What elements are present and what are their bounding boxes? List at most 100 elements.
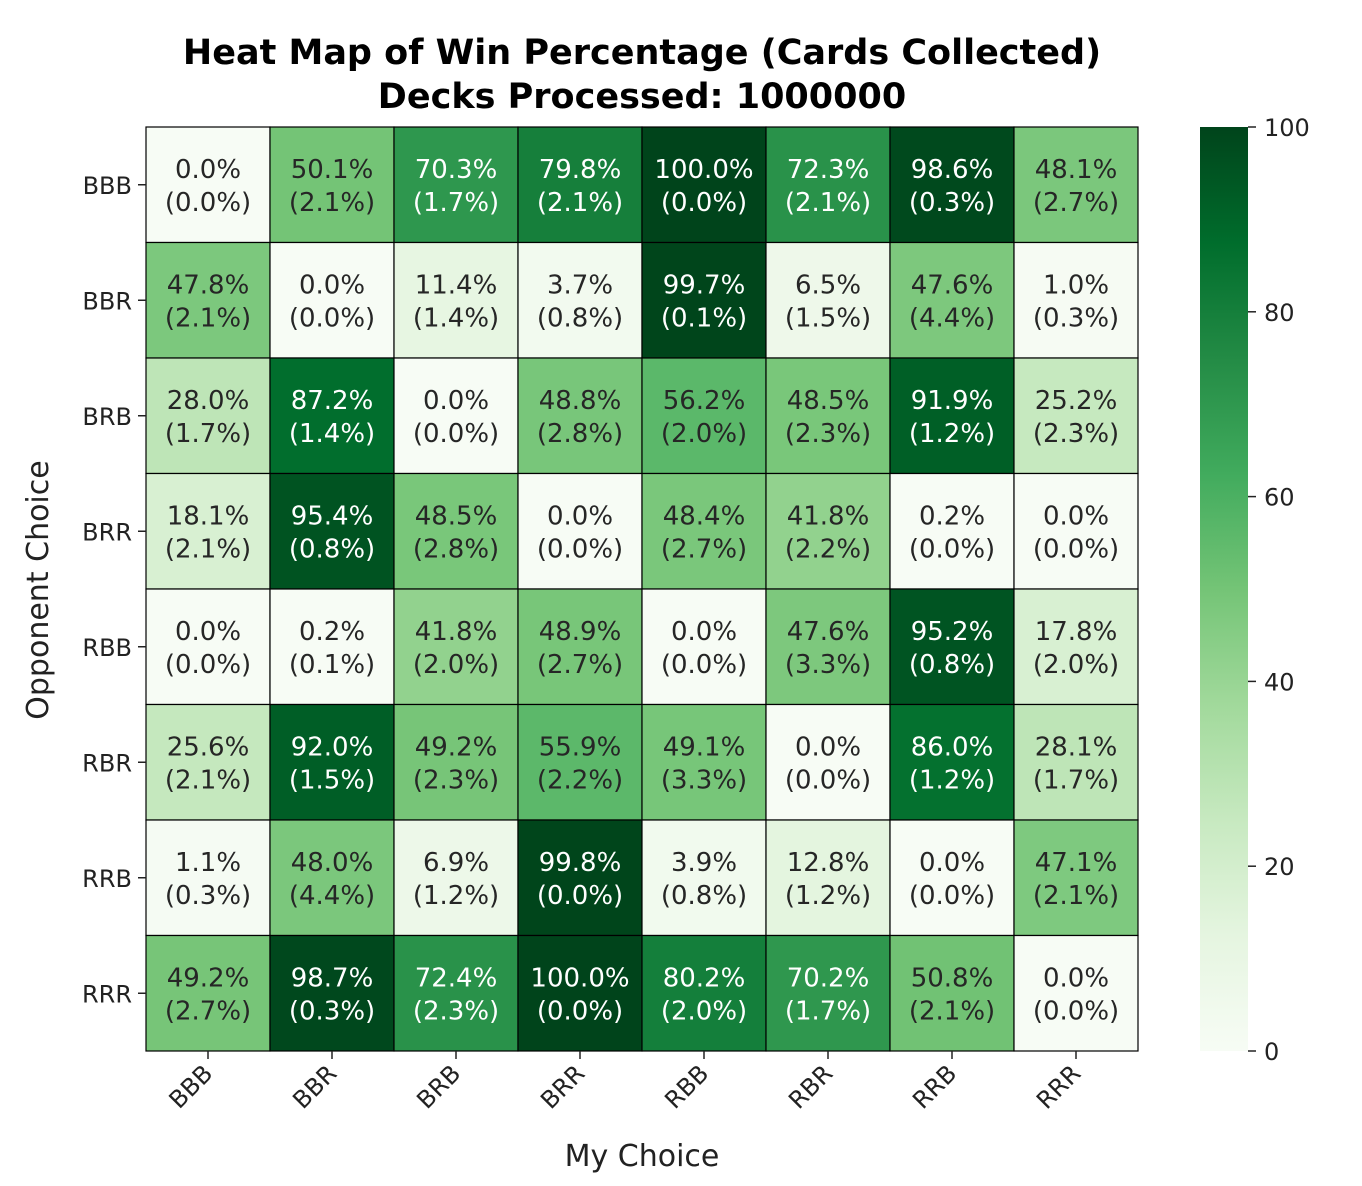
heatmap-cell-RRR-BBB (145, 934, 271, 1052)
cell-win-label: 25.2% (1035, 386, 1118, 416)
heatmap-cell-BBR-RRR (1013, 241, 1139, 359)
cell-win-label: 48.9% (539, 617, 622, 647)
cell-draw-label: (2.8%) (413, 534, 499, 564)
heatmap-cell-RRB-BBR (269, 819, 395, 937)
heatmap-cell-BRB-RRR (1013, 357, 1139, 475)
cell-draw-label: (0.0%) (537, 534, 623, 564)
heatmap-cell-RBB-RBR (765, 588, 891, 706)
cell-win-label: 72.3% (787, 155, 870, 185)
cell-draw-label: (1.2%) (909, 419, 995, 449)
heatmap-cell-RBB-BBB (145, 588, 271, 706)
cell-win-label: 12.8% (787, 848, 870, 878)
x-tick-label: BBB (164, 1059, 219, 1114)
cell-draw-label: (1.2%) (413, 881, 499, 911)
colorbar-tick-label: 0 (1264, 1038, 1279, 1066)
heatmap-cell-RBR-RBB (641, 703, 767, 821)
heatmap-cell-BBR-BRB (393, 241, 519, 359)
cell-win-label: 48.5% (787, 386, 870, 416)
cell-win-label: 50.8% (911, 963, 994, 993)
colorbar-tick-label: 60 (1264, 484, 1295, 512)
cell-draw-label: (0.0%) (909, 534, 995, 564)
cell-win-label: 99.7% (663, 270, 746, 300)
cell-draw-label: (0.0%) (909, 881, 995, 911)
cell-draw-label: (1.5%) (785, 303, 871, 333)
x-axis-ticks: BBB BBR BRB BRR RBB RBR RRB RRR (164, 1051, 1086, 1115)
heatmap-cell-BBB-BRB (393, 126, 519, 244)
y-axis-ticks: BBB BBR BRB BRR RBB RBR RRB RRR (82, 172, 146, 1008)
cell-win-label: 47.8% (167, 270, 250, 300)
cell-win-label: 79.8% (539, 155, 622, 185)
heatmap-cell-BBB-BBB (145, 126, 271, 244)
cell-draw-label: (2.7%) (1033, 188, 1119, 218)
cell-draw-label: (1.7%) (785, 996, 871, 1026)
cell-win-label: 48.0% (291, 848, 374, 878)
cell-win-label: 87.2% (291, 386, 374, 416)
heatmap-cell-BBR-RRB (889, 241, 1015, 359)
cell-draw-label: (0.0%) (289, 303, 375, 333)
cell-win-label: 0.0% (547, 501, 613, 531)
cell-draw-label: (2.3%) (413, 765, 499, 795)
heatmap-cell-RBB-RRR (1013, 588, 1139, 706)
cell-draw-label: (0.0%) (661, 188, 747, 218)
cell-win-label: 0.0% (919, 848, 985, 878)
cell-win-label: 0.2% (919, 501, 985, 531)
cell-draw-label: (1.7%) (1033, 765, 1119, 795)
heatmap-cell-RBB-RBB (641, 588, 767, 706)
heatmap-cell-RBR-BBR (269, 703, 395, 821)
cell-win-label: 0.2% (299, 617, 365, 647)
cell-draw-label: (2.1%) (909, 996, 995, 1026)
cell-win-label: 86.0% (911, 732, 994, 762)
cell-draw-label: (0.8%) (537, 303, 623, 333)
heatmap-cell-RRB-BBB (145, 819, 271, 937)
y-tick-label: BRR (82, 518, 132, 546)
heatmap-cell-RBR-BRR (517, 703, 643, 821)
cell-win-label: 100.0% (654, 155, 753, 185)
cell-win-label: 28.0% (167, 386, 250, 416)
heatmap-cell-RBB-RRB (889, 588, 1015, 706)
cell-draw-label: (2.2%) (785, 534, 871, 564)
cell-win-label: 11.4% (415, 270, 498, 300)
heatmap-cell-BBR-BBB (145, 241, 271, 359)
y-tick-label: RRR (82, 980, 132, 1008)
cell-win-label: 92.0% (291, 732, 374, 762)
cell-draw-label: (0.3%) (1033, 303, 1119, 333)
cell-draw-label: (0.0%) (413, 419, 499, 449)
heatmap-cell-RBR-RRB (889, 703, 1015, 821)
cell-draw-label: (0.0%) (537, 881, 623, 911)
cell-draw-label: (2.0%) (661, 996, 747, 1026)
cell-draw-label: (0.1%) (289, 650, 375, 680)
heatmap-cell-BRB-RBR (765, 357, 891, 475)
heatmap-cell-BBB-BRR (517, 126, 643, 244)
cell-win-label: 0.0% (1043, 963, 1109, 993)
cell-draw-label: (0.3%) (165, 881, 251, 911)
heatmap-cell-BRR-RBR (765, 472, 891, 590)
cell-draw-label: (2.3%) (1033, 419, 1119, 449)
heatmap-cell-RRR-RRB (889, 934, 1015, 1052)
cell-draw-label: (0.3%) (289, 996, 375, 1026)
cell-win-label: 100.0% (530, 963, 629, 993)
cell-draw-label: (2.1%) (785, 188, 871, 218)
heatmap-cell-BBR-RBR (765, 241, 891, 359)
heatmap-cell-RBR-BBB (145, 703, 271, 821)
cell-draw-label: (2.1%) (289, 188, 375, 218)
cell-win-label: 48.1% (1035, 155, 1118, 185)
heatmap-cell-BRR-BBB (145, 472, 271, 590)
heatmap-cell-BBB-RBR (765, 126, 891, 244)
heatmap-cell-RRB-RRB (889, 819, 1015, 937)
cell-win-label: 41.8% (787, 501, 870, 531)
cell-draw-label: (4.4%) (289, 881, 375, 911)
heatmap-cell-RBB-BRB (393, 588, 519, 706)
y-tick-label: BBR (82, 287, 132, 315)
heatmap-cell-RBR-RRR (1013, 703, 1139, 821)
cell-draw-label: (1.2%) (785, 881, 871, 911)
cell-draw-label: (2.7%) (661, 534, 747, 564)
heatmap-cell-RBR-BRB (393, 703, 519, 821)
heatmap-cell-RRB-BRR (517, 819, 643, 937)
cell-win-label: 49.1% (663, 732, 746, 762)
cell-win-label: 98.7% (291, 963, 374, 993)
y-tick-label: BBB (83, 172, 132, 200)
heatmap-cell-RRR-BRR (517, 934, 643, 1052)
heatmap-cell-BRB-BRR (517, 357, 643, 475)
heatmap-cell-RRB-RBB (641, 819, 767, 937)
